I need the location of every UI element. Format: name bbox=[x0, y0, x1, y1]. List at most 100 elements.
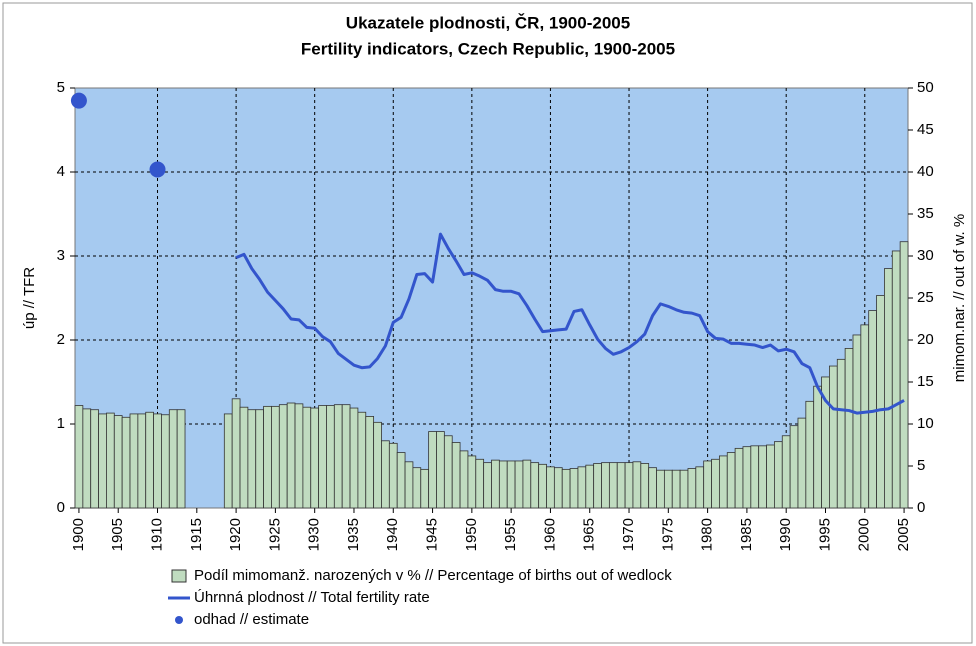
bar bbox=[388, 442, 398, 509]
bar bbox=[176, 409, 186, 509]
bar bbox=[396, 452, 406, 509]
bar bbox=[718, 455, 728, 509]
x-tick-label: 2000 bbox=[856, 518, 873, 551]
bar bbox=[483, 462, 492, 509]
bar bbox=[797, 417, 807, 509]
bar bbox=[836, 358, 846, 509]
bar bbox=[569, 468, 579, 509]
bar bbox=[381, 440, 390, 509]
bar bbox=[593, 463, 602, 509]
x-tick-label: 1940 bbox=[384, 518, 401, 551]
y-tick-label: 3 bbox=[57, 247, 65, 264]
bar bbox=[789, 425, 799, 509]
y2-tick-label: 20 bbox=[917, 331, 934, 348]
bar bbox=[121, 416, 131, 509]
bar bbox=[585, 464, 595, 509]
bar bbox=[829, 365, 838, 509]
x-tick-label: 1905 bbox=[109, 518, 126, 551]
bar bbox=[711, 458, 720, 509]
bar bbox=[514, 460, 524, 509]
bar bbox=[703, 460, 712, 509]
bar bbox=[506, 460, 516, 509]
bar bbox=[781, 435, 791, 509]
bar bbox=[168, 409, 178, 509]
y2-tick-label: 15 bbox=[917, 373, 934, 390]
point bbox=[149, 161, 166, 178]
legend-label: odhad // estimate bbox=[194, 611, 309, 628]
y-tick-label: 2 bbox=[57, 331, 65, 348]
bar bbox=[695, 466, 705, 509]
bar bbox=[349, 407, 359, 509]
bar bbox=[813, 385, 822, 509]
bar bbox=[546, 466, 555, 509]
legend-swatch bbox=[171, 569, 187, 583]
bar bbox=[530, 462, 540, 509]
bar bbox=[365, 416, 375, 509]
bar bbox=[742, 446, 752, 509]
bar bbox=[852, 334, 862, 509]
bar bbox=[467, 455, 477, 509]
bar bbox=[561, 468, 571, 509]
bar bbox=[601, 462, 610, 509]
bar bbox=[884, 268, 893, 509]
x-tick-label: 1950 bbox=[463, 518, 480, 551]
x-tick-label: 1975 bbox=[659, 518, 676, 551]
bar bbox=[671, 469, 681, 509]
bar bbox=[553, 467, 563, 509]
bar bbox=[326, 405, 335, 509]
x-tick-label: 1925 bbox=[266, 518, 283, 551]
bar bbox=[758, 445, 767, 509]
bar bbox=[294, 403, 304, 509]
x-tick-label: 1910 bbox=[148, 518, 165, 551]
bar bbox=[656, 469, 665, 509]
bar bbox=[153, 413, 162, 509]
bar bbox=[247, 409, 257, 509]
bar bbox=[451, 442, 461, 509]
bar bbox=[278, 404, 288, 509]
x-tick-label: 1920 bbox=[227, 518, 244, 551]
bar bbox=[679, 469, 689, 509]
bar bbox=[577, 466, 587, 509]
bar bbox=[616, 462, 626, 509]
point bbox=[70, 92, 87, 109]
bar bbox=[687, 468, 697, 509]
y2-tick-label: 0 bbox=[917, 499, 925, 516]
legend-label: Podíl mimomanž. narozených v % // Percen… bbox=[194, 567, 672, 584]
bar bbox=[648, 467, 657, 509]
y2-tick-label: 40 bbox=[917, 163, 934, 180]
bar bbox=[271, 405, 280, 509]
bar bbox=[805, 400, 815, 509]
bar bbox=[734, 447, 744, 509]
bar bbox=[231, 398, 241, 509]
line bbox=[235, 232, 905, 415]
bar bbox=[891, 250, 901, 509]
bar bbox=[90, 409, 99, 509]
x-tick-label: 1965 bbox=[581, 518, 598, 551]
x-tick-label: 1930 bbox=[306, 518, 323, 551]
bar bbox=[333, 404, 343, 509]
bar bbox=[106, 412, 115, 509]
y-tick-label: 5 bbox=[57, 79, 65, 96]
bar bbox=[145, 411, 154, 509]
y2-tick-label: 10 bbox=[917, 415, 934, 432]
bar bbox=[137, 413, 147, 509]
y2-axis-label: mimom.nar. // out of w. % bbox=[951, 214, 968, 382]
y-tick-label: 1 bbox=[57, 415, 65, 432]
y2-tick-label: 50 bbox=[917, 79, 934, 96]
bar bbox=[608, 462, 618, 509]
bar bbox=[498, 460, 508, 509]
plot-area bbox=[74, 87, 909, 509]
bar bbox=[302, 406, 312, 509]
bar bbox=[436, 431, 445, 509]
bar bbox=[420, 468, 430, 509]
y-tick-label: 4 bbox=[57, 163, 65, 180]
x-tick-label: 1915 bbox=[188, 518, 205, 551]
bar bbox=[459, 450, 469, 509]
x-tick-label: 1935 bbox=[345, 518, 362, 551]
bar bbox=[161, 414, 170, 509]
bar bbox=[640, 463, 650, 509]
bar bbox=[774, 441, 783, 509]
bar bbox=[475, 458, 485, 509]
bar bbox=[663, 469, 673, 509]
